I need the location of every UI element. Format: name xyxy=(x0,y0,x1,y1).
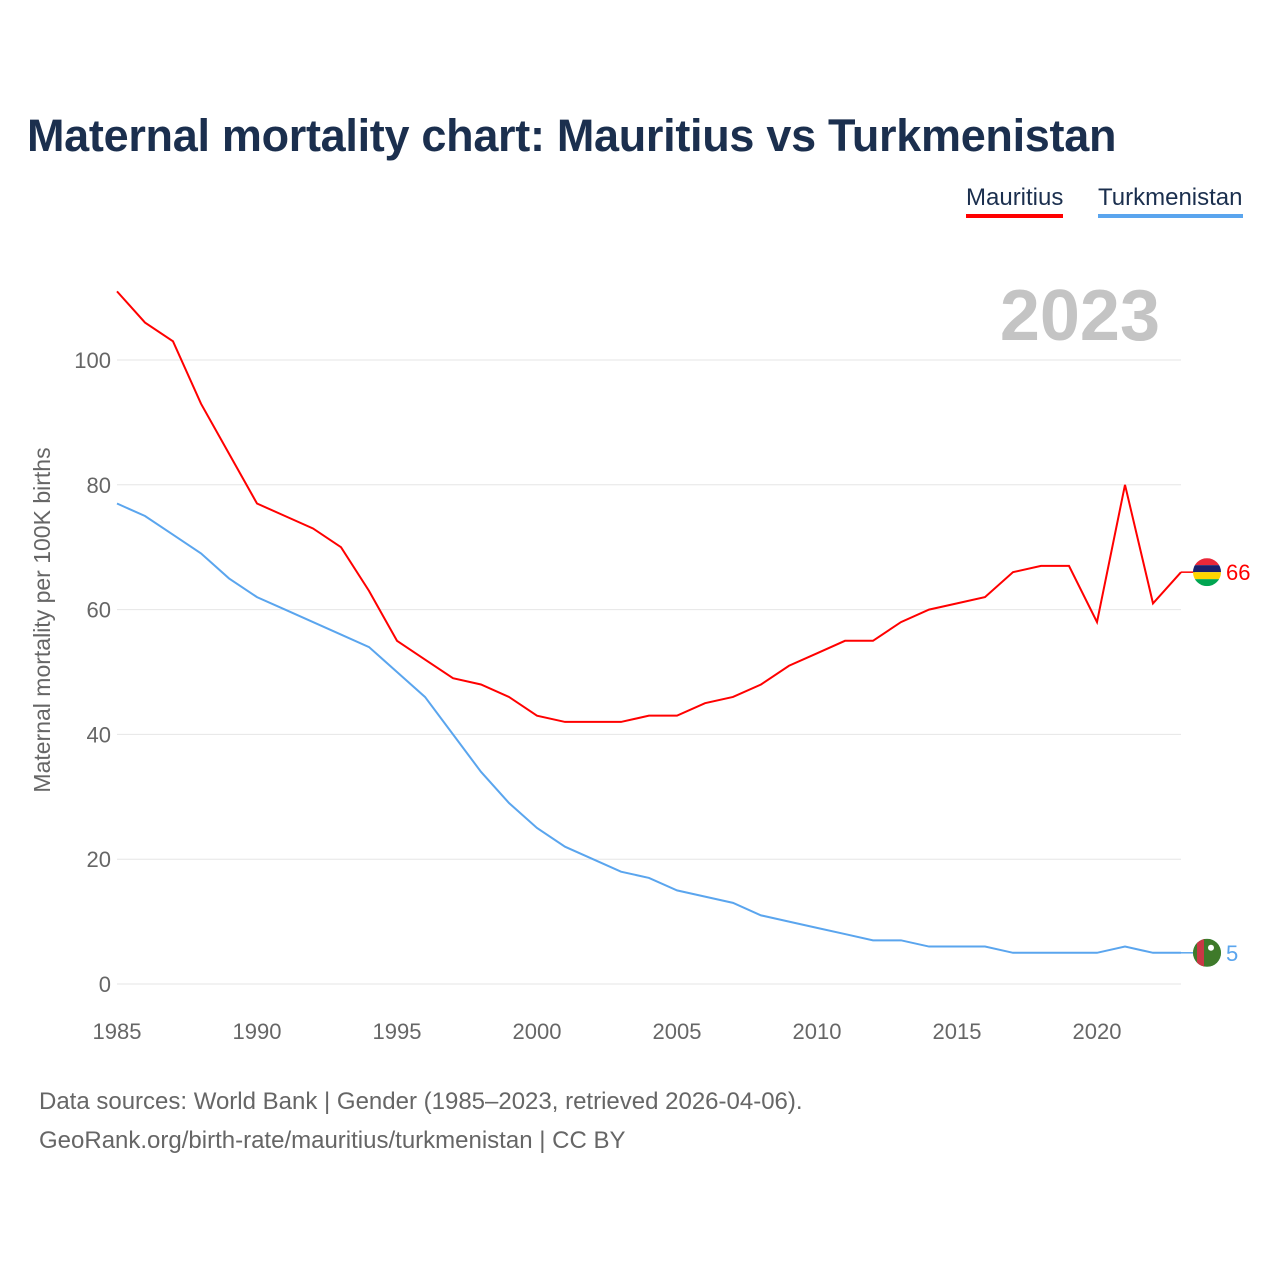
flag-stripe xyxy=(1193,558,1221,566)
y-tick-label: 40 xyxy=(87,722,111,747)
flag-body xyxy=(1193,938,1221,967)
flag-body xyxy=(1193,558,1221,587)
flag-turkmenistan-icon xyxy=(1193,938,1221,967)
x-tick-label: 1990 xyxy=(233,1019,282,1044)
flag-stripe xyxy=(1193,572,1221,580)
flag-band xyxy=(1197,938,1204,967)
y-axis-label: Maternal mortality per 100K births xyxy=(29,447,55,792)
footer-sources: Data sources: World Bank | Gender (1985–… xyxy=(39,1088,803,1115)
chart-title: Maternal mortality chart: Mauritius vs T… xyxy=(27,110,1117,161)
x-tick-label: 1985 xyxy=(93,1019,142,1044)
series-line-mauritius xyxy=(116,290,1182,723)
flag-crescent xyxy=(1208,944,1214,951)
y-tick-label: 0 xyxy=(99,972,111,997)
end-value-label: 66 xyxy=(1226,560,1250,585)
x-tick-label: 2000 xyxy=(513,1019,562,1044)
y-tick-label: 20 xyxy=(87,847,111,872)
flag-stripe xyxy=(1193,579,1221,587)
x-tick-label: 2010 xyxy=(793,1019,842,1044)
y-tick-label: 100 xyxy=(74,348,111,373)
y-tick-label: 60 xyxy=(87,598,111,623)
series-line-turkmenistan xyxy=(116,502,1181,954)
x-tick-label: 2020 xyxy=(1073,1019,1122,1044)
x-tick-label: 2015 xyxy=(933,1019,982,1044)
legend-turkmenistan[interactable]: Turkmenistan xyxy=(1098,184,1243,218)
flag-mauritius-icon xyxy=(1193,558,1221,587)
legend-mauritius[interactable]: Mauritius xyxy=(966,184,1064,218)
flag-stripe xyxy=(1193,565,1221,573)
y-tick-label: 80 xyxy=(87,473,111,498)
footer-link[interactable]: GeoRank.org/birth-rate/mauritius/turkmen… xyxy=(39,1127,626,1154)
x-tick-label: 2005 xyxy=(653,1019,702,1044)
x-tick-label: 1995 xyxy=(373,1019,422,1044)
year-watermark: 2023 xyxy=(1000,276,1160,356)
end-value-label: 5 xyxy=(1226,941,1238,966)
